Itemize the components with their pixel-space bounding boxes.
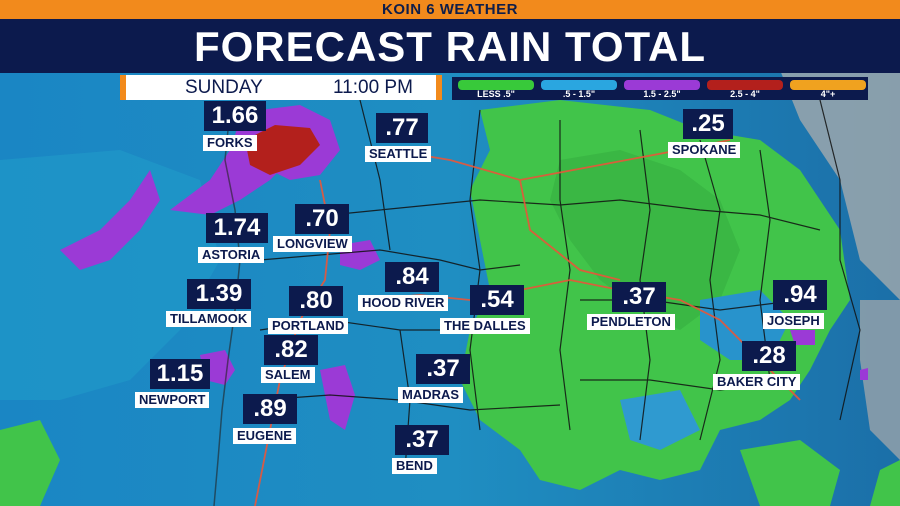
legend-label: LESS .5"	[477, 89, 515, 99]
rain-total-astoria: 1.74	[206, 213, 268, 243]
rain-total-the-dalles: .54	[470, 285, 524, 315]
legend-label: 4"+	[820, 89, 836, 99]
city-label-pendleton: PENDLETON	[587, 314, 675, 330]
city-label-astoria: ASTORIA	[198, 247, 265, 263]
rain-total-madras: .37	[416, 354, 470, 384]
rain-total-longview: .70	[295, 204, 349, 234]
rain-total-forks: 1.66	[204, 101, 266, 131]
city-label-madras: MADRAS	[398, 387, 464, 403]
legend-swatch	[541, 80, 617, 90]
rain-zone-red	[245, 125, 320, 175]
rain-total-seattle: .77	[376, 113, 428, 143]
legend-swatch	[790, 80, 866, 90]
header-title-bar	[0, 19, 900, 73]
city-label-bend: BEND	[392, 458, 437, 474]
city-label-spokane: SPOKANE	[668, 142, 741, 158]
legend-item: 1.5 - 2.5"	[624, 80, 700, 99]
legend-swatch	[624, 80, 700, 90]
legend-swatch	[707, 80, 783, 90]
rain-total-tillamook: 1.39	[187, 279, 251, 309]
city-label-salem: SALEM	[261, 367, 315, 383]
station-label: KOIN 6 WEATHER	[382, 1, 518, 18]
legend-swatch	[458, 80, 534, 90]
city-label-baker-city: BAKER CITY	[713, 374, 801, 390]
forecast-day: SUNDAY	[185, 77, 263, 98]
legend-item: 4"+	[790, 80, 866, 99]
legend-label: .5 - 1.5"	[562, 89, 596, 99]
legend-label: 1.5 - 2.5"	[643, 89, 681, 99]
rain-total-baker-city: .28	[742, 341, 796, 371]
legend-label: 2.5 - 4"	[730, 89, 760, 99]
rain-total-eugene: .89	[243, 394, 297, 424]
city-label-joseph: JOSEPH	[763, 313, 824, 329]
legend-item: LESS .5"	[458, 80, 534, 99]
city-label-tillamook: TILLAMOOK	[166, 311, 252, 327]
legend-item: 2.5 - 4"	[707, 80, 783, 99]
rain-total-joseph: .94	[773, 280, 827, 310]
rain-total-spokane: .25	[683, 109, 733, 139]
city-label-portland: PORTLAND	[268, 318, 349, 334]
rain-total-newport: 1.15	[150, 359, 210, 389]
header-station-bar	[0, 0, 900, 19]
city-label-longview: LONGVIEW	[273, 236, 352, 252]
city-label-eugene: EUGENE	[233, 428, 296, 444]
city-label-hood-river: HOOD RIVER	[358, 295, 449, 311]
city-label-forks: FORKS	[203, 135, 257, 151]
city-label-the-dalles: THE DALLES	[440, 318, 530, 334]
rain-total-hood-river: .84	[385, 262, 439, 292]
city-label-seattle: SEATTLE	[365, 146, 432, 162]
rain-total-salem: .82	[264, 335, 318, 365]
rain-total-bend: .37	[395, 425, 449, 455]
rain-total-pendleton: .37	[612, 282, 666, 312]
forecast-time: 11:00 PM	[333, 77, 413, 98]
timebar	[120, 75, 442, 100]
page-title: FORECAST RAIN TOTAL	[193, 23, 707, 70]
legend-item: .5 - 1.5"	[541, 80, 617, 99]
rain-total-portland: .80	[289, 286, 343, 316]
city-label-newport: NEWPORT	[135, 392, 210, 408]
